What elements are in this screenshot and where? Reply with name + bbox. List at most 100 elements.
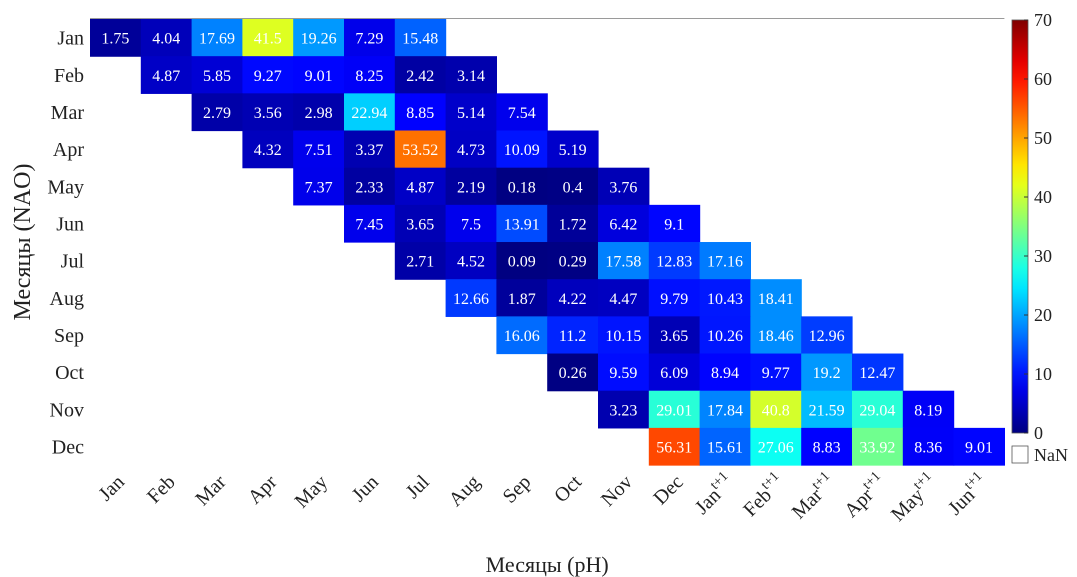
heatmap-cell xyxy=(648,204,701,243)
cell-value-label: 4.47 xyxy=(609,291,637,308)
heatmap-cell xyxy=(242,56,294,94)
x-tick-label: May xyxy=(291,471,332,512)
heatmap-cell xyxy=(902,390,955,429)
cell-value-label: 6.09 xyxy=(660,365,688,382)
colorbar-tick-label: 60 xyxy=(1034,69,1052,89)
heatmap-cell xyxy=(496,316,548,355)
cell-value-label: 21.59 xyxy=(809,402,845,419)
heatmap-cell xyxy=(394,167,447,206)
cell-value-label: 41.5 xyxy=(254,31,282,48)
colorbar-tick-label: 40 xyxy=(1034,187,1052,207)
heatmap-cell xyxy=(191,93,243,132)
cell-value-label: 9.01 xyxy=(305,68,333,85)
heatmap-cell xyxy=(598,316,650,355)
cell-value-label: 8.94 xyxy=(711,365,739,382)
cell-value-label: 3.14 xyxy=(457,68,485,85)
cell-value-label: 7.45 xyxy=(355,216,383,233)
colorbar-tick-label: 30 xyxy=(1034,246,1052,266)
cell-value-label: 4.04 xyxy=(152,31,180,48)
heatmap-cell xyxy=(344,204,396,243)
cell-value-label: 4.87 xyxy=(152,68,180,85)
heatmap-cell xyxy=(445,167,497,206)
heatmap-cell xyxy=(699,279,751,317)
cell-value-label: 9.77 xyxy=(762,365,790,382)
cell-value-label: 16.06 xyxy=(504,328,540,345)
colorbar-tick-label: 0 xyxy=(1034,423,1043,443)
heatmap-cell xyxy=(344,19,396,57)
y-tick-label: Dec xyxy=(52,436,84,458)
cell-value-label: 15.48 xyxy=(402,31,438,48)
x-tick-label: Jant+1 xyxy=(689,469,739,519)
heatmap-cell xyxy=(699,427,751,466)
heatmap-cell xyxy=(598,242,650,280)
cell-value-label: 0.29 xyxy=(559,254,587,271)
heatmap-cell xyxy=(750,353,802,392)
cell-value-label: 15.61 xyxy=(707,439,743,456)
heatmap-cell xyxy=(394,93,447,132)
cell-value-label: 8.19 xyxy=(914,402,942,419)
heatmap-cell xyxy=(648,427,701,466)
heatmap-cell xyxy=(140,19,193,57)
x-tick-label: Feb xyxy=(143,471,180,508)
colorbar-nan-label: NaN xyxy=(1034,445,1068,465)
cell-value-label: 56.31 xyxy=(656,439,692,456)
cell-value-label: 2.19 xyxy=(457,179,485,196)
heatmap-cell xyxy=(801,427,853,466)
heatmap-cell xyxy=(598,167,650,206)
y-tick-label: Mar xyxy=(51,102,85,124)
cell-value-label: 7.54 xyxy=(508,105,536,122)
cell-value-label: 4.22 xyxy=(559,291,587,308)
y-axis-ticks: Jan Feb Mar Apr May Jun Jul Aug Sep Oct Nov Dec xyxy=(47,28,84,459)
y-tick-label: Feb xyxy=(54,65,84,87)
cell-value-label: 10.26 xyxy=(707,328,743,345)
x-tick-label: Mayt+1 xyxy=(885,469,942,526)
cell-value-label: 2.42 xyxy=(406,68,434,85)
cell-value-label: 12.83 xyxy=(656,254,692,271)
cell-value-label: 3.65 xyxy=(660,328,688,345)
cell-value-label: 3.37 xyxy=(355,142,383,159)
cell-value-label: 10.15 xyxy=(605,328,641,345)
heatmap-cell xyxy=(750,279,802,317)
cell-value-label: 17.84 xyxy=(707,402,743,419)
y-tick-label: Jul xyxy=(61,251,85,273)
colorbar-nan-swatch xyxy=(1011,445,1029,464)
heatmap-cell xyxy=(598,390,650,429)
cell-value-label: 3.76 xyxy=(609,179,637,196)
cell-value-label: 19.26 xyxy=(301,31,337,48)
heatmap-cell xyxy=(445,130,497,169)
x-tick-label: Jun xyxy=(348,471,383,506)
cell-value-label: 9.1 xyxy=(664,216,684,233)
cell-value-label: 0.18 xyxy=(508,179,536,196)
cell-value-label: 12.47 xyxy=(859,365,895,382)
y-axis-label: Месяцы (NAO) xyxy=(10,164,36,321)
cell-value-label: 1.87 xyxy=(508,291,536,308)
cell-value-label: 2.98 xyxy=(305,105,333,122)
y-tick-label: Jun xyxy=(56,213,84,235)
cell-value-label: 5.85 xyxy=(203,68,231,85)
heatmap-cell xyxy=(344,130,396,169)
cell-value-label: 3.65 xyxy=(406,216,434,233)
heatmap-cell xyxy=(902,427,955,466)
cell-value-label: 12.66 xyxy=(453,291,489,308)
heatmap-cell xyxy=(191,56,243,94)
heatmap-cell xyxy=(852,427,904,466)
x-tick-label: Aprt+1 xyxy=(838,469,891,522)
x-tick-label: Febt+1 xyxy=(737,469,789,521)
cell-value-label: 9.27 xyxy=(254,68,282,85)
cell-value-label: 3.23 xyxy=(609,402,637,419)
heatmap-cell xyxy=(699,242,751,280)
cell-value-label: 13.91 xyxy=(504,216,540,233)
cell-value-label: 18.41 xyxy=(758,291,794,308)
x-tick-label: Apr xyxy=(244,471,282,509)
heatmap-cell xyxy=(598,204,650,243)
x-tick-label: Jul xyxy=(402,471,434,503)
cell-value-label: 17.16 xyxy=(707,254,743,271)
x-tick-label: Junt+1 xyxy=(942,469,993,520)
x-tick-label: Oct xyxy=(550,471,586,507)
heatmap-cell xyxy=(293,167,345,206)
heatmap-cell xyxy=(648,353,701,392)
heatmap-cell xyxy=(242,93,294,132)
cell-value-label: 11.2 xyxy=(559,328,586,345)
heatmap-cell xyxy=(90,19,142,57)
heatmap-cell xyxy=(394,56,447,94)
